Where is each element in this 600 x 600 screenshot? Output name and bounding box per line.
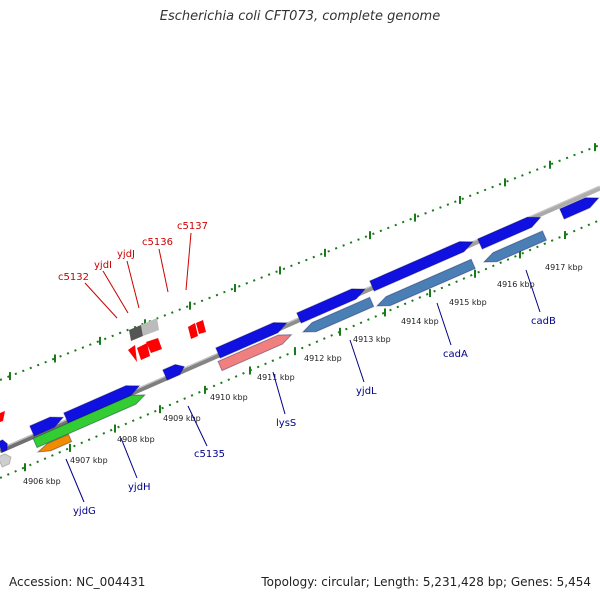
gene-arrow[interactable] xyxy=(0,439,10,453)
gene-arrow[interactable] xyxy=(559,193,600,220)
gene-label-yjdG[interactable]: yjdG xyxy=(73,506,96,517)
gene-arrow[interactable] xyxy=(162,362,187,381)
gene-label-c5136[interactable]: c5136 xyxy=(142,237,173,248)
gene-arrow[interactable] xyxy=(215,318,289,359)
gene-label-yjdH[interactable]: yjdH xyxy=(128,482,151,493)
gene-arrow-yjdJ[interactable] xyxy=(146,338,162,353)
map-title: Escherichia coli CFT073, complete genome xyxy=(159,9,441,24)
gene-label-yjdL[interactable]: yjdL xyxy=(356,386,377,397)
gene-arrow[interactable] xyxy=(296,284,367,324)
gene-arrow[interactable] xyxy=(63,381,142,424)
gene-arrow[interactable] xyxy=(0,411,5,422)
kbp-tick-label: 4915 kbp xyxy=(449,298,487,307)
gene-leader-line xyxy=(65,458,85,503)
kbp-tick-label: 4909 kbp xyxy=(163,414,201,423)
kbp-tick-label: 4911 kbp xyxy=(257,373,295,382)
gene-block[interactable] xyxy=(129,325,143,341)
gene-arrow-cadA[interactable] xyxy=(375,258,476,310)
kbp-tick-label: 4910 kbp xyxy=(210,393,248,402)
kbp-tick-label: 4913 kbp xyxy=(353,335,391,344)
gene-label-yjdJ[interactable]: yjdJ xyxy=(117,249,135,260)
gene-label-c5137[interactable]: c5137 xyxy=(177,221,208,232)
gene-leader-line xyxy=(525,269,541,313)
gene-arrow-c5132[interactable] xyxy=(128,345,137,362)
genome-stats: Topology: circular; Length: 5,231,428 bp… xyxy=(261,575,591,589)
gene-label-yjdI[interactable]: yjdI xyxy=(94,260,112,271)
gene-block[interactable] xyxy=(141,318,159,336)
gene-leader-line xyxy=(436,302,452,346)
gene-leader-line xyxy=(187,405,208,447)
kbp-tick-label: 4908 kbp xyxy=(117,435,155,444)
upper-dotted-track xyxy=(0,144,600,381)
gene-arrow[interactable] xyxy=(477,212,543,250)
gene-arrow-c5136[interactable] xyxy=(188,323,198,339)
lower-dotted-track xyxy=(0,219,600,479)
kbp-tick-label: 4917 kbp xyxy=(545,263,583,272)
kbp-tick-label: 4906 kbp xyxy=(23,477,61,486)
gene-leader-line xyxy=(185,232,192,291)
gene-leader-line xyxy=(102,270,129,314)
kbp-tick-label: 4912 kbp xyxy=(304,354,342,363)
gene-arrow-yjdL[interactable] xyxy=(301,296,375,336)
length-text: Length: 5,231,428 bp; xyxy=(373,575,508,589)
gene-arrow[interactable] xyxy=(369,237,475,292)
gene-leader-line xyxy=(126,260,140,309)
gene-arrow[interactable] xyxy=(0,452,13,468)
kbp-tick-label: 4907 kbp xyxy=(70,456,108,465)
kbp-tick-label: 4916 kbp xyxy=(497,280,535,289)
kbp-tick-label: 4914 kbp xyxy=(401,317,439,326)
topology-text: Topology: circular; xyxy=(261,575,370,589)
gene-leader-line xyxy=(158,248,169,293)
gene-label-c5135[interactable]: c5135 xyxy=(194,449,225,460)
gene-leader-line xyxy=(120,437,138,479)
gene-label-cadA[interactable]: cadA xyxy=(443,349,468,360)
gene-arrow-yjdI[interactable] xyxy=(137,343,150,360)
gene-arrow-yjdG[interactable] xyxy=(36,433,73,455)
gene-label-c5132[interactable]: c5132 xyxy=(58,272,89,283)
genes-count-text: Genes: 5,454 xyxy=(510,575,591,589)
gene-arrow-cadB[interactable] xyxy=(482,230,548,267)
gene-arrow[interactable] xyxy=(29,412,66,437)
gene-label-lysS[interactable]: lysS xyxy=(276,418,296,429)
gene-arrow-lysS[interactable] xyxy=(217,330,293,372)
gene-arrow-c5137[interactable] xyxy=(196,320,206,334)
gene-leader-line xyxy=(272,371,286,415)
gene-label-cadB[interactable]: cadB xyxy=(531,316,556,327)
gene-leader-line xyxy=(349,339,365,383)
accession-text: Accession: NC_004431 xyxy=(9,575,146,589)
gene-leader-line xyxy=(84,282,118,319)
gene-arrow-yjdH[interactable] xyxy=(32,390,147,449)
